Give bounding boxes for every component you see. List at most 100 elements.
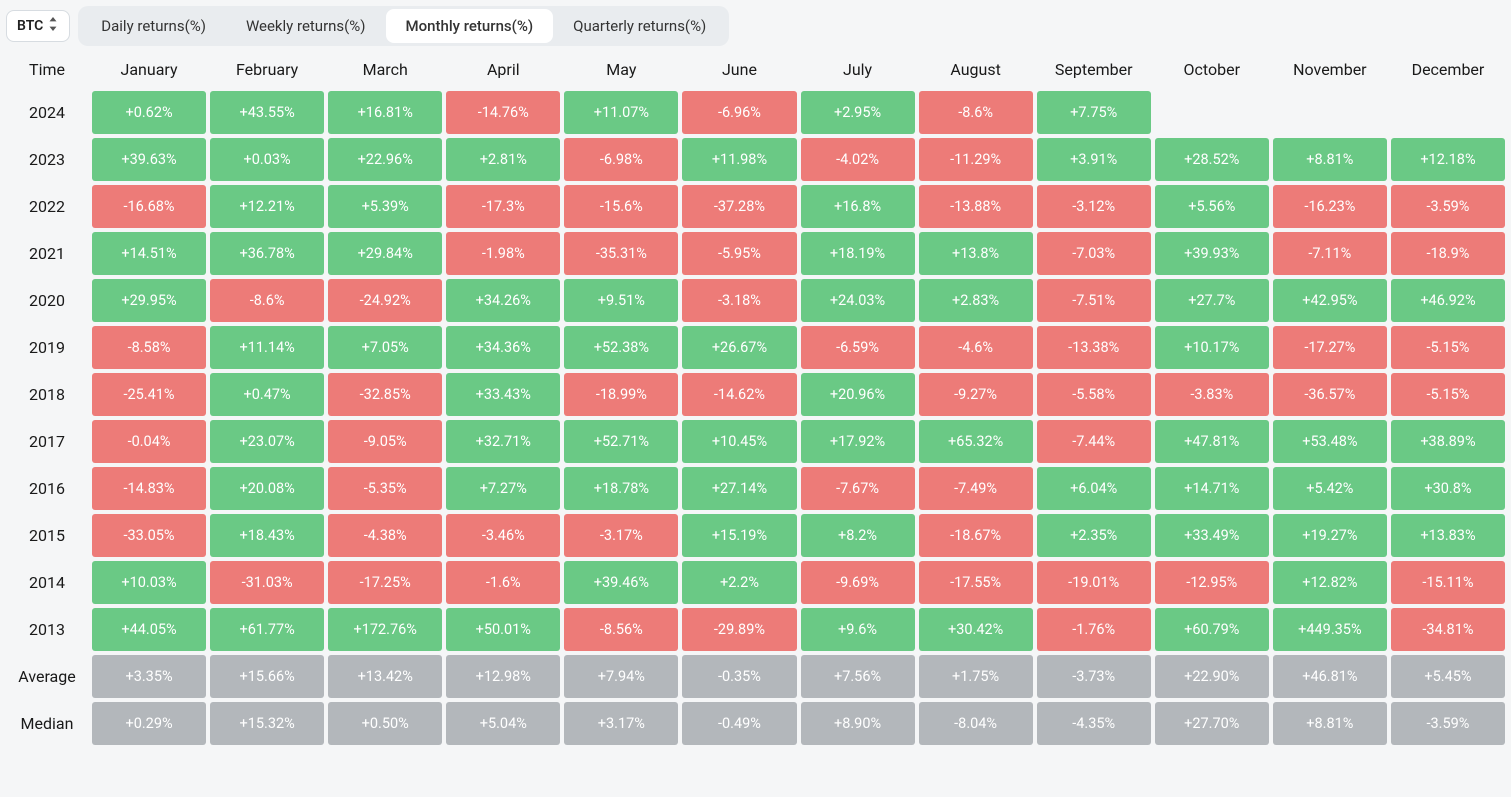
returns-cell: -8.6% (210, 279, 324, 322)
returns-cell: +19.27% (1273, 514, 1387, 557)
returns-cell: +11.14% (210, 326, 324, 369)
returns-cell: +0.47% (210, 373, 324, 416)
returns-cell: -6.96% (682, 91, 796, 134)
returns-cell: -12.95% (1155, 561, 1269, 604)
returns-cell: -8.6% (919, 91, 1033, 134)
returns-cell: +29.95% (92, 279, 206, 322)
returns-cell: -15.11% (1391, 561, 1505, 604)
returns-cell: -7.44% (1037, 420, 1151, 463)
returns-cell: -36.57% (1273, 373, 1387, 416)
returns-cell: -31.03% (210, 561, 324, 604)
returns-cell: -5.15% (1391, 373, 1505, 416)
returns-cell: -34.81% (1391, 608, 1505, 651)
tab-weekly[interactable]: Weekly returns(%) (226, 9, 386, 43)
returns-cell: +5.56% (1155, 185, 1269, 228)
returns-cell: -5.15% (1391, 326, 1505, 369)
returns-cell: -35.31% (564, 232, 678, 275)
returns-cell: -8.56% (564, 608, 678, 651)
summary-cell: -0.35% (682, 655, 796, 698)
asset-selector-value: BTC (17, 18, 43, 34)
header-month: July (801, 52, 915, 87)
returns-cell: +2.81% (446, 138, 560, 181)
returns-cell: -19.01% (1037, 561, 1151, 604)
returns-cell: +5.39% (328, 185, 442, 228)
returns-cell (1155, 91, 1269, 134)
summary-cell: +5.04% (446, 702, 560, 745)
summary-cell: +7.56% (801, 655, 915, 698)
returns-cell: -16.23% (1273, 185, 1387, 228)
year-label: 2021 (6, 232, 88, 275)
returns-cell: +15.19% (682, 514, 796, 557)
returns-cell: -3.18% (682, 279, 796, 322)
returns-cell: +9.51% (564, 279, 678, 322)
returns-cell: +39.93% (1155, 232, 1269, 275)
summary-cell: -4.35% (1037, 702, 1151, 745)
year-label: 2017 (6, 420, 88, 463)
year-label: 2018 (6, 373, 88, 416)
tab-monthly[interactable]: Monthly returns(%) (386, 9, 554, 43)
returns-cell: -32.85% (328, 373, 442, 416)
asset-selector[interactable]: BTC (6, 10, 70, 42)
returns-cell: -0.04% (92, 420, 206, 463)
header-month: October (1155, 52, 1269, 87)
returns-cell: +18.43% (210, 514, 324, 557)
returns-cell: +0.62% (92, 91, 206, 134)
summary-cell: +0.29% (92, 702, 206, 745)
year-label: 2014 (6, 561, 88, 604)
returns-cell: -3.46% (446, 514, 560, 557)
returns-cell: +50.01% (446, 608, 560, 651)
returns-cell: +30.8% (1391, 467, 1505, 510)
year-label: 2024 (6, 91, 88, 134)
returns-cell: +16.8% (801, 185, 915, 228)
returns-cell: -8.58% (92, 326, 206, 369)
returns-cell: -17.27% (1273, 326, 1387, 369)
returns-cell: -11.29% (919, 138, 1033, 181)
returns-cell: -14.62% (682, 373, 796, 416)
summary-cell: +7.94% (564, 655, 678, 698)
returns-cell: +8.2% (801, 514, 915, 557)
summary-label: Average (6, 655, 88, 698)
returns-cell: +61.77% (210, 608, 324, 651)
returns-cell: -25.41% (92, 373, 206, 416)
tab-daily[interactable]: Daily returns(%) (81, 9, 226, 43)
returns-cell: -3.83% (1155, 373, 1269, 416)
returns-cell: -7.49% (919, 467, 1033, 510)
returns-heatmap: TimeJanuaryFebruaryMarchAprilMayJuneJuly… (6, 52, 1505, 745)
year-label: 2016 (6, 467, 88, 510)
returns-cell: +18.78% (564, 467, 678, 510)
returns-cell: -4.38% (328, 514, 442, 557)
returns-cell: +39.63% (92, 138, 206, 181)
tab-quarterly[interactable]: Quarterly returns(%) (553, 9, 726, 43)
returns-cell: +449.35% (1273, 608, 1387, 651)
returns-cell: -7.51% (1037, 279, 1151, 322)
returns-cell: +65.32% (919, 420, 1033, 463)
returns-cell: +23.07% (210, 420, 324, 463)
year-label: 2020 (6, 279, 88, 322)
returns-cell: +27.7% (1155, 279, 1269, 322)
returns-cell: +14.51% (92, 232, 206, 275)
returns-cell: +39.46% (564, 561, 678, 604)
returns-cell: -33.05% (92, 514, 206, 557)
returns-cell: +47.81% (1155, 420, 1269, 463)
returns-cell: -1.6% (446, 561, 560, 604)
returns-cell: -7.03% (1037, 232, 1151, 275)
returns-cell: +10.45% (682, 420, 796, 463)
returns-cell: +24.03% (801, 279, 915, 322)
returns-cell: +33.43% (446, 373, 560, 416)
returns-cell: -1.98% (446, 232, 560, 275)
returns-cell: -18.9% (1391, 232, 1505, 275)
summary-cell: +8.90% (801, 702, 915, 745)
summary-cell: +15.32% (210, 702, 324, 745)
year-label: 2023 (6, 138, 88, 181)
returns-cell: -7.67% (801, 467, 915, 510)
returns-cell: +18.19% (801, 232, 915, 275)
returns-cell: -1.76% (1037, 608, 1151, 651)
header-month: June (682, 52, 796, 87)
returns-cell: +8.81% (1273, 138, 1387, 181)
returns-cell: -14.76% (446, 91, 560, 134)
returns-cell: +12.82% (1273, 561, 1387, 604)
summary-cell: +8.81% (1273, 702, 1387, 745)
returns-cell: +14.71% (1155, 467, 1269, 510)
year-label: 2015 (6, 514, 88, 557)
summary-cell: -3.73% (1037, 655, 1151, 698)
